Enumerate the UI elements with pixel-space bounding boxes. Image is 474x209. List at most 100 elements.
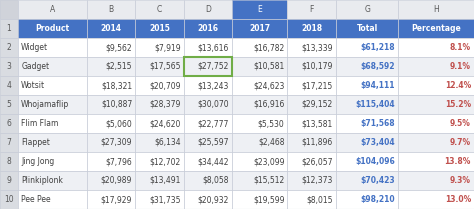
Text: $18,321: $18,321 bbox=[101, 81, 132, 90]
Bar bbox=[183, 76, 232, 95]
Bar bbox=[0, 152, 18, 171]
Bar bbox=[87, 171, 135, 190]
Bar bbox=[183, 114, 232, 133]
Text: 13.8%: 13.8% bbox=[445, 157, 471, 166]
Bar bbox=[135, 152, 183, 171]
Bar bbox=[398, 114, 474, 133]
Text: 13.0%: 13.0% bbox=[445, 195, 471, 204]
Text: $7,796: $7,796 bbox=[105, 157, 132, 166]
Bar bbox=[287, 114, 336, 133]
Text: $11,896: $11,896 bbox=[301, 138, 333, 147]
Bar bbox=[336, 57, 398, 76]
Bar bbox=[87, 0, 135, 19]
Text: $104,096: $104,096 bbox=[356, 157, 395, 166]
Text: $115,404: $115,404 bbox=[356, 100, 395, 109]
Text: $61,218: $61,218 bbox=[361, 43, 395, 52]
Bar bbox=[398, 19, 474, 38]
Bar bbox=[287, 171, 336, 190]
Bar bbox=[87, 76, 135, 95]
Bar bbox=[336, 57, 398, 76]
Text: Gadget: Gadget bbox=[21, 62, 49, 71]
Bar bbox=[183, 114, 232, 133]
Bar bbox=[232, 190, 287, 209]
Text: G: G bbox=[364, 5, 370, 14]
Bar bbox=[336, 171, 398, 190]
Bar bbox=[87, 38, 135, 57]
Bar bbox=[336, 38, 398, 57]
Text: F: F bbox=[310, 5, 314, 14]
Text: $13,491: $13,491 bbox=[149, 176, 181, 185]
Bar bbox=[336, 133, 398, 152]
Bar bbox=[287, 190, 336, 209]
Bar bbox=[0, 171, 18, 190]
Text: $16,916: $16,916 bbox=[253, 100, 284, 109]
Bar bbox=[0, 38, 18, 57]
Bar bbox=[87, 95, 135, 114]
Bar bbox=[183, 171, 232, 190]
Text: Product: Product bbox=[36, 24, 70, 33]
Bar bbox=[135, 171, 183, 190]
Bar bbox=[135, 0, 183, 19]
Bar bbox=[87, 190, 135, 209]
Bar bbox=[87, 152, 135, 171]
Text: 9.1%: 9.1% bbox=[450, 62, 471, 71]
Bar bbox=[0, 0, 18, 19]
Bar bbox=[87, 133, 135, 152]
Bar bbox=[18, 76, 87, 95]
Bar bbox=[183, 133, 232, 152]
Text: $98,210: $98,210 bbox=[361, 195, 395, 204]
Text: $8,015: $8,015 bbox=[306, 195, 333, 204]
Bar bbox=[135, 133, 183, 152]
Bar bbox=[287, 133, 336, 152]
Bar bbox=[18, 171, 87, 190]
Text: $22,777: $22,777 bbox=[198, 119, 229, 128]
Bar bbox=[183, 38, 232, 57]
Bar bbox=[135, 57, 183, 76]
Bar bbox=[87, 38, 135, 57]
Bar bbox=[336, 76, 398, 95]
Bar bbox=[18, 38, 87, 57]
Bar bbox=[135, 19, 183, 38]
Text: $2,468: $2,468 bbox=[258, 138, 284, 147]
Bar bbox=[336, 76, 398, 95]
Bar bbox=[0, 190, 18, 209]
Bar bbox=[135, 190, 183, 209]
Bar bbox=[232, 76, 287, 95]
Bar bbox=[232, 190, 287, 209]
Text: $7,919: $7,919 bbox=[154, 43, 181, 52]
Bar bbox=[398, 152, 474, 171]
Bar bbox=[18, 133, 87, 152]
Bar bbox=[183, 57, 232, 76]
Bar bbox=[135, 76, 183, 95]
Bar bbox=[232, 95, 287, 114]
Bar bbox=[398, 38, 474, 57]
Bar bbox=[398, 95, 474, 114]
Bar bbox=[183, 152, 232, 171]
Text: $29,152: $29,152 bbox=[301, 100, 333, 109]
Bar bbox=[287, 95, 336, 114]
Bar bbox=[398, 171, 474, 190]
Text: 2016: 2016 bbox=[197, 24, 218, 33]
Text: E: E bbox=[257, 5, 262, 14]
Bar bbox=[398, 95, 474, 114]
Bar bbox=[287, 114, 336, 133]
Bar bbox=[398, 57, 474, 76]
Text: $5,530: $5,530 bbox=[258, 119, 284, 128]
Bar bbox=[135, 57, 183, 76]
Bar bbox=[336, 152, 398, 171]
Bar bbox=[398, 19, 474, 38]
Bar bbox=[336, 152, 398, 171]
Text: 8.1%: 8.1% bbox=[450, 43, 471, 52]
Text: $24,623: $24,623 bbox=[253, 81, 284, 90]
Text: Widget: Widget bbox=[21, 43, 48, 52]
Bar bbox=[0, 114, 18, 133]
Bar bbox=[232, 95, 287, 114]
Text: $17,565: $17,565 bbox=[149, 62, 181, 71]
Text: $34,442: $34,442 bbox=[198, 157, 229, 166]
Bar bbox=[287, 133, 336, 152]
Bar bbox=[0, 133, 18, 152]
Bar bbox=[336, 190, 398, 209]
Text: $31,735: $31,735 bbox=[149, 195, 181, 204]
Bar bbox=[287, 76, 336, 95]
Text: Jing Jong: Jing Jong bbox=[21, 157, 55, 166]
